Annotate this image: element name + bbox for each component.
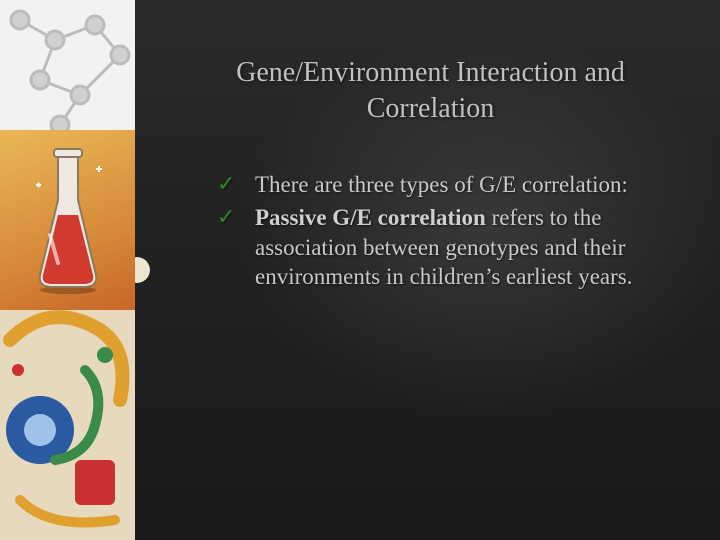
slide: Gene/Environment Interaction and Correla…	[0, 0, 720, 540]
content-area: Gene/Environment Interaction and Correla…	[135, 0, 720, 540]
bullet-text: There are three types of G/E correlation…	[255, 172, 628, 197]
bullet-list: ✓ There are three types of G/E correlati…	[179, 170, 682, 292]
decorative-sidebar	[0, 0, 135, 540]
abstract-science-art	[0, 310, 135, 540]
bullet-item: ✓ Passive G/E correlation refers to the …	[217, 203, 682, 291]
checkmark-icon: ✓	[217, 206, 239, 228]
checkmark-icon: ✓	[217, 173, 239, 195]
molecule-art	[0, 0, 135, 130]
beaker-art	[0, 130, 135, 310]
bullet-bold-lead: Passive G/E correlation	[255, 205, 486, 230]
bullet-item: ✓ There are three types of G/E correlati…	[217, 170, 682, 199]
slide-title: Gene/Environment Interaction and Correla…	[179, 55, 682, 128]
